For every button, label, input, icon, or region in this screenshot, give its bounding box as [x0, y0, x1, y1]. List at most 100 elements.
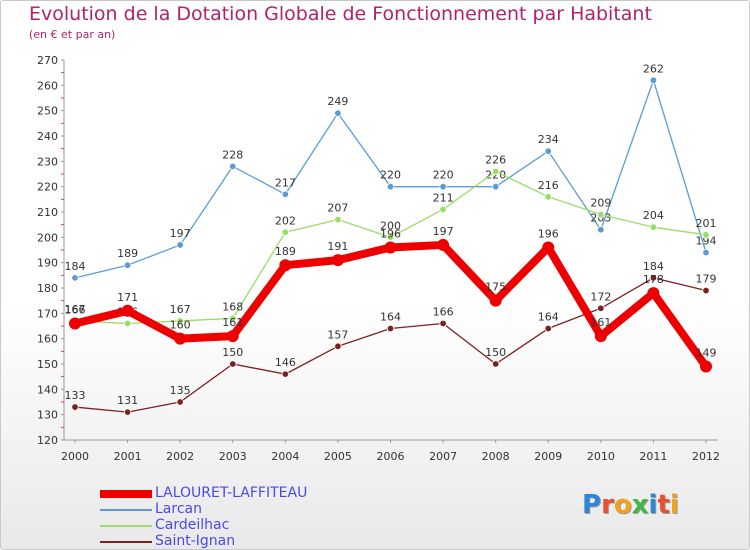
x-tick-label: 2006	[377, 450, 405, 463]
data-label: 184	[65, 260, 86, 273]
data-label: 197	[170, 227, 191, 240]
data-point	[334, 109, 342, 117]
y-tick-label: 140	[37, 383, 58, 396]
data-point	[491, 167, 500, 176]
data-point	[386, 324, 395, 333]
data-label: 220	[380, 169, 401, 182]
legend-swatch	[100, 509, 152, 511]
y-tick-label: 170	[37, 307, 58, 320]
data-label: 211	[433, 191, 454, 204]
data-point	[386, 182, 395, 191]
data-label: 166	[65, 303, 86, 316]
data-point	[700, 360, 712, 373]
data-point	[491, 360, 500, 368]
y-tick-label: 120	[37, 434, 58, 447]
data-point	[649, 76, 658, 84]
data-label: 164	[538, 311, 559, 324]
x-tick-label: 2005	[324, 450, 352, 463]
y-tick-label: 190	[37, 257, 58, 270]
data-point	[176, 241, 184, 249]
proxiti-logo: Proxiti	[582, 490, 679, 520]
data-label: 189	[117, 247, 138, 260]
legend-label: LALOURET-LAFFITEAU	[155, 485, 308, 501]
data-label: 194	[696, 235, 717, 248]
data-label: 228	[222, 148, 243, 161]
data-point	[386, 233, 395, 242]
data-label: 150	[485, 346, 506, 359]
data-point	[647, 287, 660, 300]
data-point	[229, 314, 237, 323]
data-point	[121, 304, 134, 317]
x-tick-label: 2007	[429, 450, 457, 463]
data-label: 207	[327, 202, 348, 215]
data-label: 164	[380, 311, 401, 324]
data-point	[542, 241, 555, 254]
y-tick-label: 230	[37, 155, 58, 168]
data-label: 196	[538, 227, 559, 240]
data-label: 161	[590, 316, 611, 329]
y-tick-label: 210	[37, 206, 58, 219]
legend-label: Larcan	[155, 501, 202, 517]
data-label: 171	[117, 291, 138, 304]
x-tick-label: 2008	[482, 450, 510, 463]
data-point	[437, 238, 450, 251]
data-point	[123, 319, 132, 328]
data-point	[123, 261, 132, 269]
data-label: 178	[643, 273, 664, 286]
y-tick-label: 150	[37, 358, 58, 371]
y-tick-label: 260	[37, 79, 58, 92]
data-label: 217	[275, 176, 296, 189]
data-point	[123, 408, 132, 416]
data-label: 146	[275, 356, 296, 369]
data-label: 200	[380, 219, 401, 232]
data-point	[702, 231, 710, 239]
data-label: 166	[433, 305, 454, 318]
x-tick-label: 2010	[587, 450, 615, 463]
data-point	[649, 274, 658, 282]
data-point	[491, 182, 500, 191]
data-label: 150	[222, 346, 243, 359]
chart-subtitle: (en € et par an)	[29, 28, 116, 41]
data-point	[281, 228, 290, 236]
data-label: 160	[170, 319, 191, 332]
legend-label: Cardeilhac	[155, 517, 230, 533]
legend-swatch	[100, 541, 152, 543]
data-point	[69, 317, 81, 330]
data-point	[597, 210, 605, 219]
data-label: 167	[170, 303, 191, 316]
y-tick-label: 270	[37, 54, 58, 67]
data-point	[71, 403, 79, 411]
legend-swatch	[100, 490, 152, 498]
data-label: 197	[433, 225, 454, 238]
data-label: 172	[590, 290, 611, 303]
data-point	[281, 190, 290, 198]
x-tick-label: 2000	[61, 450, 89, 463]
data-label: 133	[65, 389, 86, 402]
legend-label: Saint-Ignan	[155, 533, 236, 549]
legend-swatch	[100, 525, 152, 527]
data-label: 220	[433, 169, 454, 182]
data-point	[279, 259, 292, 272]
data-point	[229, 360, 237, 368]
y-tick-label: 220	[37, 181, 58, 194]
y-tick-label: 130	[37, 409, 58, 422]
data-point	[702, 286, 710, 295]
data-label: 201	[696, 217, 717, 230]
y-tick-label: 180	[37, 282, 58, 295]
data-label: 149	[696, 347, 717, 360]
data-label: 209	[590, 197, 611, 210]
data-label: 249	[327, 95, 348, 108]
data-label: 220	[485, 169, 506, 182]
data-point	[544, 193, 552, 201]
data-point	[176, 398, 184, 406]
data-point	[334, 342, 342, 350]
y-tick-label: 250	[37, 105, 58, 118]
data-point	[649, 223, 658, 231]
data-label: 262	[643, 62, 664, 75]
data-point	[334, 215, 342, 224]
data-point	[384, 241, 397, 254]
data-point	[597, 226, 605, 234]
y-tick-label: 240	[37, 130, 58, 143]
